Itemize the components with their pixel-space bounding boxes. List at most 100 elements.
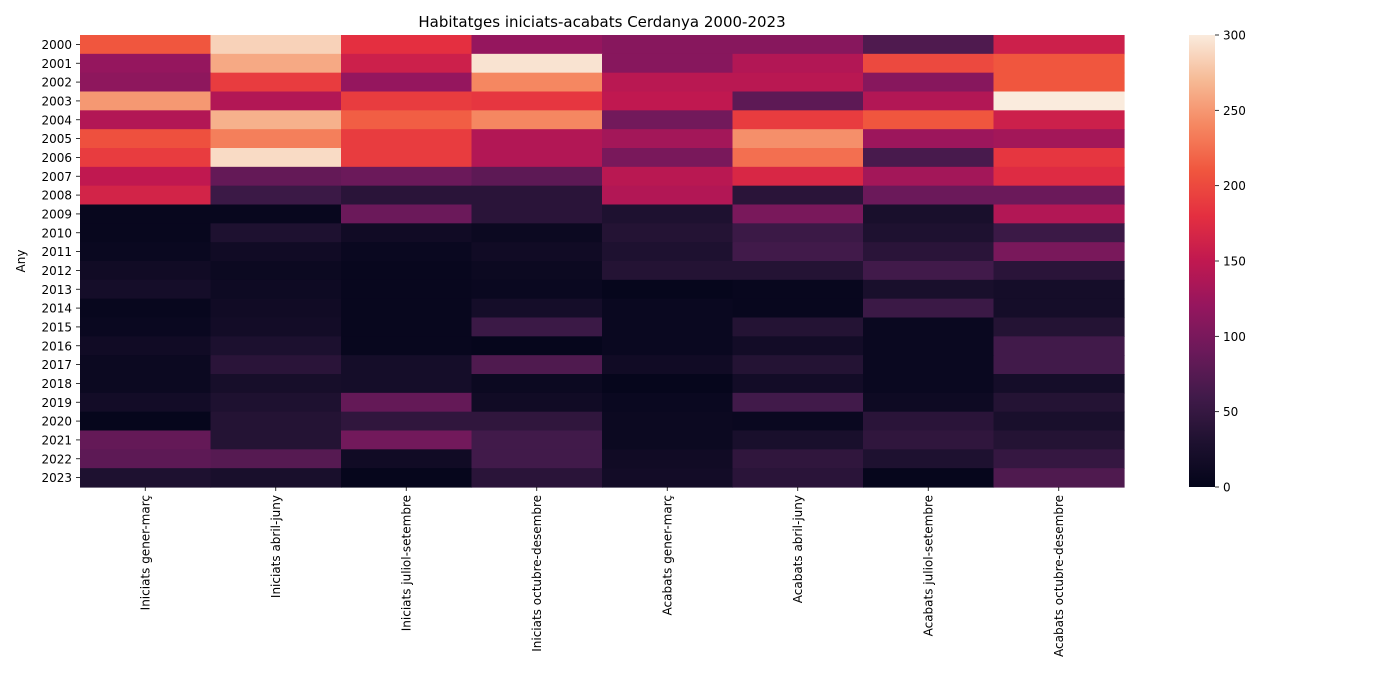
heatmap-cell xyxy=(993,317,1125,337)
heatmap-cell xyxy=(210,242,342,262)
heatmap-cell xyxy=(602,468,734,488)
colorbar-tick-label: 0 xyxy=(1223,481,1231,495)
x-tick-label: Acabats juliol-setembre xyxy=(921,495,935,636)
heatmap-cell xyxy=(341,148,473,168)
y-tick-label: 2000 xyxy=(41,38,72,52)
heatmap-cell xyxy=(80,129,212,149)
x-tick-label: Iniciats juliol-setembre xyxy=(399,495,413,631)
heatmap-cell xyxy=(602,223,734,243)
heatmap-cell xyxy=(863,468,995,488)
heatmap-cell xyxy=(863,148,995,168)
x-tick-label: Iniciats octubre-desembre xyxy=(530,495,544,652)
heatmap-cell xyxy=(471,336,603,356)
heatmap-cell xyxy=(471,449,603,469)
heatmap-cell xyxy=(471,261,603,281)
heatmap-cell xyxy=(863,317,995,337)
heatmap-cell xyxy=(80,166,212,187)
heatmap-cell xyxy=(471,91,603,111)
colorbar-ticks: 0 50 100 150 200 250 300 xyxy=(1215,29,1246,495)
y-tick-label: 2007 xyxy=(41,170,72,184)
heatmap-cell xyxy=(602,72,734,93)
heatmap-cell xyxy=(863,72,995,93)
heatmap-cell xyxy=(341,72,473,93)
heatmap-cell xyxy=(341,468,473,488)
y-tick-label: 2011 xyxy=(41,245,72,259)
heatmap-cell xyxy=(341,449,473,469)
y-tick-label: 2020 xyxy=(41,415,72,429)
heatmap-cell xyxy=(993,449,1125,469)
heatmap-cell xyxy=(341,374,473,394)
heatmap-cell xyxy=(471,35,603,55)
heatmap-cell xyxy=(732,355,864,375)
heatmap-cell xyxy=(210,468,342,488)
heatmap-cell xyxy=(732,53,864,74)
y-tick-label: 2002 xyxy=(41,76,72,90)
heatmap-cell xyxy=(471,317,603,337)
heatmap-cell xyxy=(602,53,734,74)
heatmap-cell xyxy=(732,35,864,55)
heatmap-cell xyxy=(80,449,212,469)
heatmap-cell xyxy=(993,72,1125,93)
heatmap-cell xyxy=(471,72,603,93)
heatmap-cell xyxy=(732,336,864,356)
colorbar-tick-label: 100 xyxy=(1223,330,1246,344)
heatmap-cell xyxy=(602,317,734,337)
heatmap-cell xyxy=(863,449,995,469)
heatmap-cell xyxy=(80,317,212,337)
heatmap-cell xyxy=(210,355,342,375)
y-tick-label: 2014 xyxy=(41,302,72,316)
heatmap-cell xyxy=(993,166,1125,187)
heatmap-cell xyxy=(471,53,603,74)
heatmap-cell xyxy=(732,242,864,262)
heatmap-cell xyxy=(993,411,1125,432)
heatmap-cell xyxy=(471,129,603,149)
x-tick-label: Acabats abril-juny xyxy=(791,495,805,603)
heatmap-cell xyxy=(341,185,473,206)
heatmap-cell xyxy=(471,279,603,300)
heatmap-cell xyxy=(210,336,342,356)
heatmap-cell xyxy=(80,91,212,111)
y-tick-label: 2022 xyxy=(41,452,72,466)
heatmap-cell xyxy=(341,35,473,55)
y-tick-label: 2019 xyxy=(41,396,72,410)
heatmap-cell xyxy=(80,72,212,93)
heatmap-cell xyxy=(863,411,995,432)
y-tick-label: 2023 xyxy=(41,471,72,485)
heatmap-cell xyxy=(993,91,1125,111)
heatmap-cell xyxy=(341,223,473,243)
heatmap-cell xyxy=(602,449,734,469)
heatmap-cell xyxy=(863,355,995,375)
heatmap-cell xyxy=(602,355,734,375)
heatmap-cell xyxy=(210,72,342,93)
chart-title: Habitatges iniciats-acabats Cerdanya 200… xyxy=(418,13,785,31)
heatmap-cell xyxy=(471,392,603,413)
heatmap-cell xyxy=(993,261,1125,281)
heatmap-cells xyxy=(80,35,1125,488)
heatmap-cell xyxy=(602,204,734,224)
y-axis-ticks: 2000 2001 2002 2003 2004 2005 2006 2007 2008 2009… xyxy=(41,38,80,485)
x-axis-ticks: Iniciats gener-març Iniciats abril-juny In… xyxy=(138,487,1066,657)
heatmap-cell xyxy=(210,298,342,319)
heatmap-cell xyxy=(732,468,864,488)
heatmap-cell xyxy=(732,374,864,394)
heatmap-cell xyxy=(210,374,342,394)
heatmap-cell xyxy=(602,336,734,356)
heatmap-cell xyxy=(471,355,603,375)
heatmap-cell xyxy=(993,468,1125,488)
y-tick-label: 2008 xyxy=(41,189,72,203)
heatmap-cell xyxy=(732,261,864,281)
heatmap-cell xyxy=(732,91,864,111)
heatmap-cell xyxy=(341,355,473,375)
colorbar-tick-label: 50 xyxy=(1223,405,1238,419)
heatmap-cell xyxy=(341,430,473,450)
heatmap-cell xyxy=(993,392,1125,413)
heatmap-cell xyxy=(341,129,473,149)
heatmap-cell xyxy=(602,166,734,187)
heatmap-cell xyxy=(210,279,342,300)
heatmap-cell xyxy=(471,430,603,450)
heatmap-cell xyxy=(471,148,603,168)
heatmap-cell xyxy=(80,279,212,300)
heatmap-cell xyxy=(341,91,473,111)
heatmap-cell xyxy=(80,392,212,413)
heatmap-cell xyxy=(732,185,864,206)
